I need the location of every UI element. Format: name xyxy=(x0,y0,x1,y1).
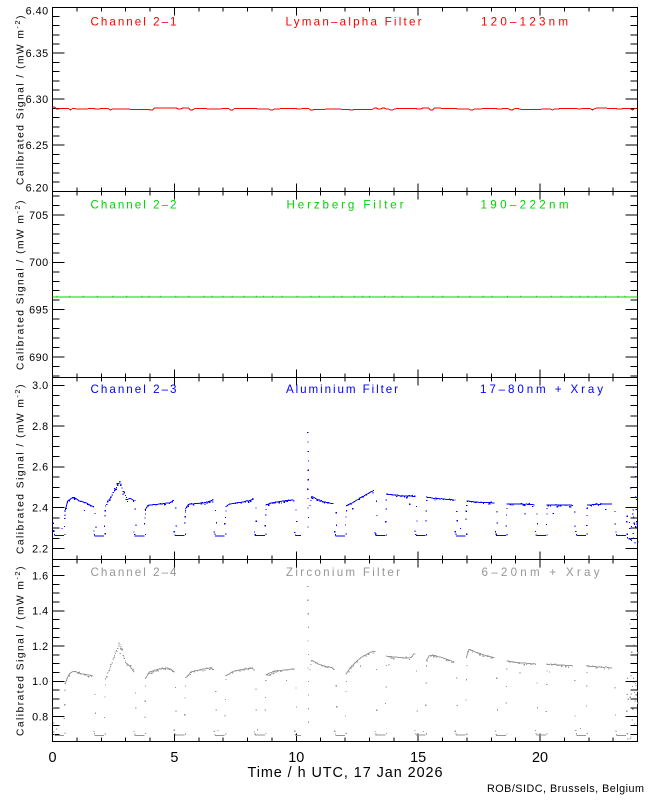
svg-text:1.4: 1.4 xyxy=(32,606,49,618)
svg-text:15: 15 xyxy=(410,750,426,766)
svg-text:Aluminium Filter: Aluminium Filter xyxy=(286,383,398,396)
svg-text:2.4: 2.4 xyxy=(32,503,49,515)
svg-text:2.6: 2.6 xyxy=(32,462,49,474)
svg-text:6.35: 6.35 xyxy=(26,48,49,60)
svg-text:2.8: 2.8 xyxy=(32,421,49,433)
svg-text:Time / h UTC, 17 Jan 2026: Time / h UTC, 17 Jan 2026 xyxy=(248,765,443,781)
svg-text:1.2: 1.2 xyxy=(32,641,49,653)
svg-text:Lyman–alpha Filter: Lyman–alpha Filter xyxy=(286,15,422,28)
svg-text:6.25: 6.25 xyxy=(26,140,49,152)
svg-text:17–80nm + Xray: 17–80nm + Xray xyxy=(480,383,603,396)
svg-text:1.0: 1.0 xyxy=(32,676,49,688)
svg-text:1.6: 1.6 xyxy=(32,570,49,582)
svg-text:705: 705 xyxy=(29,210,49,222)
svg-text:0.8: 0.8 xyxy=(32,712,49,724)
svg-text:5: 5 xyxy=(170,750,178,766)
svg-text:10: 10 xyxy=(288,750,304,766)
svg-text:Calibrated Signal / (mW m-2): Calibrated Signal / (mW m-2) xyxy=(13,199,27,370)
svg-text:Calibrated Signal / (mW m-2): Calibrated Signal / (mW m-2) xyxy=(13,565,27,736)
svg-text:6.30: 6.30 xyxy=(26,94,49,106)
svg-text:Calibrated Signal / (mW m-2): Calibrated Signal / (mW m-2) xyxy=(13,14,27,185)
svg-text:Calibrated Signal / (mW m-2): Calibrated Signal / (mW m-2) xyxy=(13,383,27,554)
svg-text:120–123nm: 120–123nm xyxy=(481,15,568,28)
svg-text:6.40: 6.40 xyxy=(26,6,49,18)
svg-text:700: 700 xyxy=(29,257,49,269)
svg-text:ROB/SIDC, Brussels, Belgium: ROB/SIDC, Brussels, Belgium xyxy=(487,783,644,795)
svg-text:2.2: 2.2 xyxy=(32,543,49,555)
svg-text:6.20: 6.20 xyxy=(26,183,49,195)
svg-text:0: 0 xyxy=(48,750,56,766)
svg-text:Zirconium Filter: Zirconium Filter xyxy=(286,566,400,579)
svg-text:190–222nm: 190–222nm xyxy=(481,199,569,212)
svg-text:695: 695 xyxy=(29,305,49,317)
svg-text:690: 690 xyxy=(29,352,49,364)
svg-text:3.0: 3.0 xyxy=(32,380,49,392)
svg-text:20: 20 xyxy=(532,750,548,766)
